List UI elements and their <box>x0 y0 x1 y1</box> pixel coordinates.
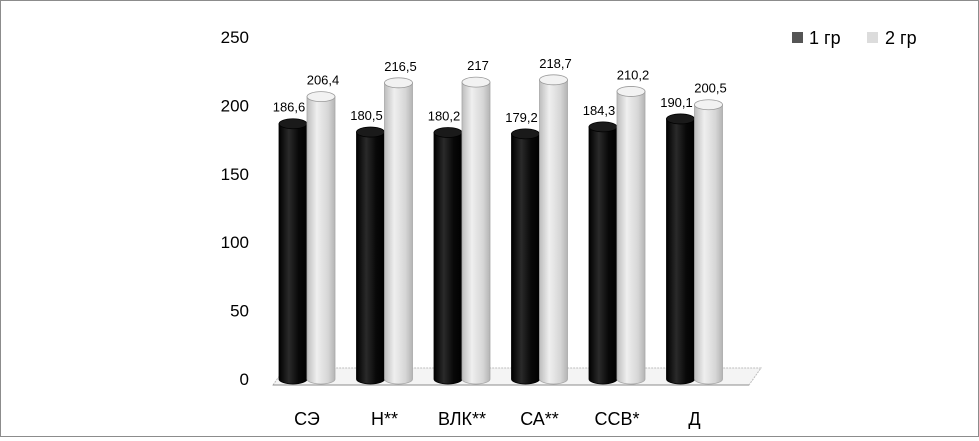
bar-body <box>588 126 618 385</box>
data-label: 180,5 <box>350 108 383 123</box>
data-label: 180,2 <box>428 108 461 123</box>
x-tick-label: СА** <box>520 409 559 429</box>
bar-1gr-4 <box>588 121 618 385</box>
bar-1gr-1 <box>356 126 385 385</box>
bar-body <box>433 132 463 385</box>
data-label: 186,6 <box>273 100 306 115</box>
y-tick-label: 100 <box>221 233 249 252</box>
bar-top <box>511 128 540 140</box>
bar-1gr-0 <box>278 118 308 385</box>
bar-1gr-5 <box>666 113 695 385</box>
bar-top <box>356 126 385 138</box>
bar-body <box>539 79 568 385</box>
x-tick-label: Н** <box>371 409 398 429</box>
x-tick-label: Д <box>688 409 700 429</box>
bar-body <box>278 123 308 385</box>
y-axis: 0 50 100 150 200 250 <box>221 28 249 389</box>
bar-1gr-2 <box>433 127 463 385</box>
bar-top <box>694 99 723 111</box>
data-label: 190,1 <box>660 95 693 110</box>
bar-2gr-3 <box>539 74 568 385</box>
bar-top <box>666 113 695 125</box>
bar-2gr-2 <box>461 76 491 385</box>
y-tick-label: 200 <box>221 96 249 115</box>
bar-body <box>384 82 413 385</box>
bar-body <box>694 104 723 385</box>
bar-top <box>278 118 308 130</box>
bar-body <box>356 131 385 385</box>
y-tick-label: 150 <box>221 165 249 184</box>
data-label: 200,5 <box>694 81 727 96</box>
data-label: 179,2 <box>505 110 538 125</box>
x-tick-label: ССВ* <box>594 409 639 429</box>
bar-2gr-0 <box>306 91 336 385</box>
bar-top <box>539 74 568 86</box>
data-label: 184,3 <box>583 103 616 118</box>
data-label: 217 <box>467 58 489 73</box>
bar-body <box>511 133 540 385</box>
bar-body <box>461 81 491 385</box>
data-label: 216,5 <box>384 59 417 74</box>
bar-body <box>616 91 646 385</box>
legend-swatch-1gr <box>792 32 803 43</box>
bar-1gr-3 <box>511 128 540 385</box>
legend-swatch-2gr <box>867 32 878 43</box>
legend-label-2gr: 2 гр <box>885 28 917 48</box>
y-tick-label: 0 <box>240 370 249 389</box>
bar-2gr-1 <box>384 77 413 385</box>
legend-label-1gr: 1 гр <box>809 28 841 48</box>
bar-top <box>384 77 413 89</box>
legend: 1 гр 2 гр <box>792 28 917 48</box>
y-tick-label: 250 <box>221 28 249 47</box>
x-axis: СЭ Н** ВЛК** СА** ССВ* Д <box>294 409 700 429</box>
x-tick-label: ВЛК** <box>438 409 486 429</box>
x-tick-label: СЭ <box>294 409 320 429</box>
bar-body <box>306 96 336 385</box>
data-label: 206,4 <box>307 73 340 88</box>
bar-top <box>306 91 336 103</box>
bar-top <box>588 121 618 133</box>
bar-2gr-5 <box>694 99 723 385</box>
bar-body <box>666 118 695 385</box>
data-label: 210,2 <box>617 67 650 82</box>
y-tick-label: 50 <box>230 302 249 321</box>
bar-top <box>433 127 463 138</box>
data-label: 218,7 <box>539 56 572 71</box>
bar-top <box>461 76 491 88</box>
bar-top <box>616 86 646 97</box>
bar-group <box>278 74 723 385</box>
bar-2gr-4 <box>616 86 646 385</box>
